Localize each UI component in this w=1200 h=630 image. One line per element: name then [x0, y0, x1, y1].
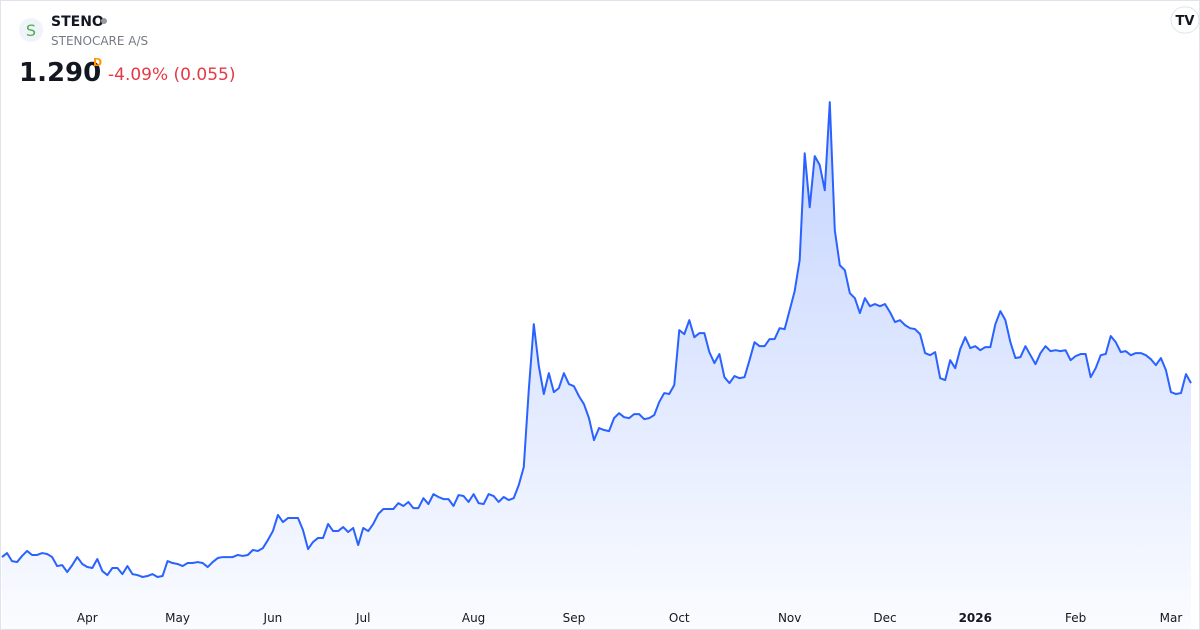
interval: D [93, 56, 102, 69]
x-tick-label: Oct [669, 611, 690, 625]
x-tick-label: Mar [1160, 611, 1183, 625]
x-tick-label: Jun [263, 611, 283, 625]
logo-letter: S [26, 21, 36, 40]
x-tick-label: Feb [1065, 611, 1086, 625]
x-tick-label: Apr [77, 611, 98, 625]
x-tick-label: Aug [462, 611, 485, 625]
status-dot [101, 18, 107, 24]
x-tick-label: 2026 [959, 611, 992, 625]
x-tick-label: Sep [563, 611, 586, 625]
x-tick-label: May [165, 611, 190, 625]
change: -4.09% (0.055) [108, 65, 235, 85]
logo [19, 18, 43, 42]
symbol: STENO [51, 14, 104, 30]
price-line [1, 101, 1192, 578]
x-tick-label: Nov [778, 611, 801, 625]
area-fill [2, 102, 1191, 630]
x-tick-label: Jul [355, 611, 370, 625]
tv-logo[interactable]: TV [1176, 14, 1195, 29]
price: 1.290 [19, 58, 101, 88]
tv-logo-bg[interactable] [1170, 6, 1200, 34]
x-tick-label: Dec [873, 611, 896, 625]
company-name: STENOCARE A/S [51, 34, 148, 48]
